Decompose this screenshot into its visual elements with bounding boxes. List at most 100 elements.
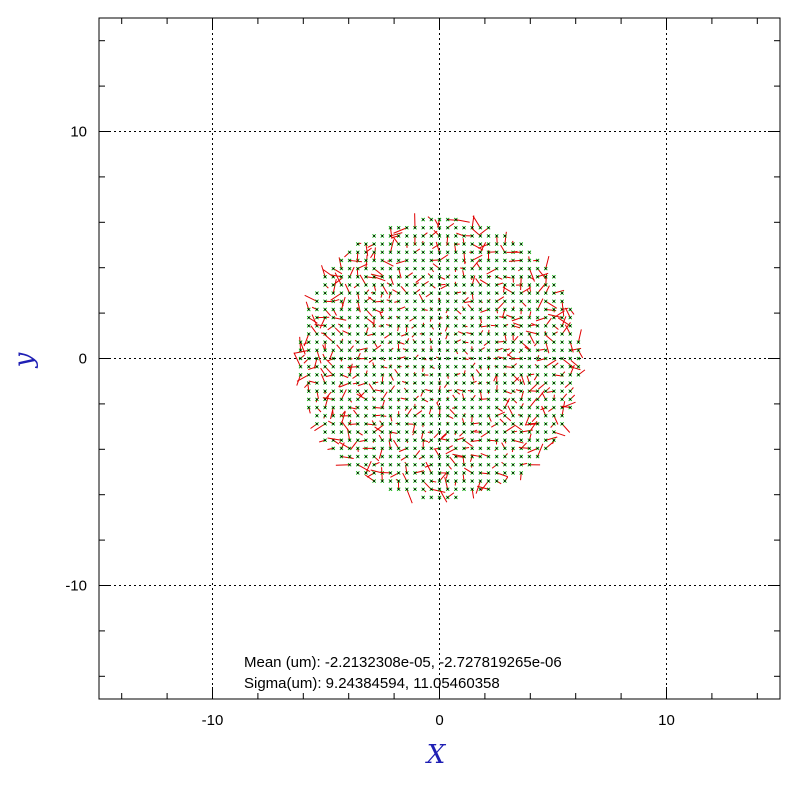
data-point — [362, 446, 377, 451]
dot-marker — [438, 284, 441, 286]
dot-marker — [455, 333, 457, 335]
data-point — [486, 438, 497, 443]
dot-marker — [479, 251, 482, 254]
residual-vector — [570, 366, 581, 371]
dot-marker — [414, 455, 416, 458]
dot-marker — [479, 349, 482, 352]
dot-marker — [389, 463, 392, 466]
dot-marker — [356, 333, 359, 335]
dot-marker — [356, 316, 359, 319]
data-point — [502, 231, 507, 247]
data-point — [380, 356, 386, 362]
dot-marker — [406, 406, 408, 409]
residual-vector — [293, 352, 302, 367]
dot-marker — [479, 472, 482, 474]
dot-marker — [569, 357, 572, 360]
data-point — [364, 258, 368, 263]
data-point — [339, 381, 352, 388]
residual-vector — [374, 389, 383, 392]
data-point — [502, 476, 509, 483]
data-point — [527, 397, 532, 402]
data-point — [396, 343, 401, 353]
data-point — [388, 372, 394, 381]
residual-vector — [357, 464, 371, 473]
data-point — [560, 421, 571, 433]
data-point — [395, 315, 401, 320]
residual-vector — [334, 272, 342, 286]
dot-marker — [365, 374, 367, 376]
dot-marker — [504, 463, 506, 466]
dot-marker — [463, 488, 465, 491]
dot-marker — [340, 284, 343, 286]
residual-vector — [507, 405, 514, 416]
dot-marker — [430, 292, 433, 294]
dot-marker — [561, 325, 563, 327]
dot-marker — [430, 300, 433, 303]
data-point — [413, 450, 421, 459]
data-point — [517, 413, 524, 418]
residual-vector — [521, 462, 528, 466]
dot-marker — [512, 455, 514, 458]
dot-marker — [528, 267, 531, 270]
residual-vector — [527, 447, 538, 454]
data-point — [525, 330, 540, 336]
dot-marker — [299, 349, 302, 352]
dot-marker — [397, 292, 400, 294]
dot-marker — [479, 406, 482, 409]
data-point — [433, 229, 442, 238]
data-point — [519, 332, 524, 336]
data-point — [331, 277, 343, 287]
data-point — [543, 421, 548, 426]
data-point — [372, 283, 377, 291]
dot-marker — [389, 414, 392, 417]
data-point — [527, 299, 532, 304]
data-point — [355, 291, 360, 300]
data-point — [470, 462, 475, 468]
dot-marker — [406, 488, 408, 491]
residual-vector — [531, 322, 538, 327]
data-point — [543, 359, 557, 369]
dot-marker — [544, 341, 547, 343]
data-point — [445, 389, 452, 394]
residual-vector — [329, 350, 334, 359]
dot-marker — [348, 365, 351, 368]
dot-marker — [340, 423, 343, 425]
dot-marker — [332, 423, 335, 425]
data-point — [308, 364, 319, 371]
data-point — [372, 274, 386, 282]
data-point — [413, 288, 421, 296]
dot-marker — [373, 463, 375, 466]
data-point — [494, 364, 499, 369]
dot-marker — [438, 300, 441, 303]
data-point — [339, 296, 346, 312]
data-point — [418, 454, 426, 460]
data-point — [538, 381, 548, 390]
data-point — [429, 337, 434, 345]
dot-marker — [324, 406, 326, 409]
dot-marker — [397, 463, 400, 466]
dot-marker — [553, 292, 555, 294]
residual-vector — [308, 380, 318, 384]
data-point — [493, 356, 499, 361]
dot-marker — [324, 333, 326, 335]
dot-marker — [381, 292, 384, 294]
data-point — [396, 274, 401, 279]
data-point — [511, 306, 515, 312]
dot-marker — [446, 300, 449, 303]
dot-marker — [406, 455, 408, 458]
data-point — [478, 274, 483, 279]
data-point — [339, 442, 345, 451]
data-point — [478, 347, 485, 353]
data-point — [445, 266, 450, 271]
dot-marker — [495, 390, 498, 392]
data-point — [347, 340, 352, 345]
residual-vector — [382, 259, 394, 267]
data-point — [298, 340, 306, 355]
dot-marker — [520, 455, 523, 458]
dot-marker — [463, 235, 465, 237]
residual-vector — [471, 243, 484, 251]
data-point — [470, 291, 475, 300]
data-point — [364, 307, 373, 317]
dot-marker — [463, 325, 465, 327]
